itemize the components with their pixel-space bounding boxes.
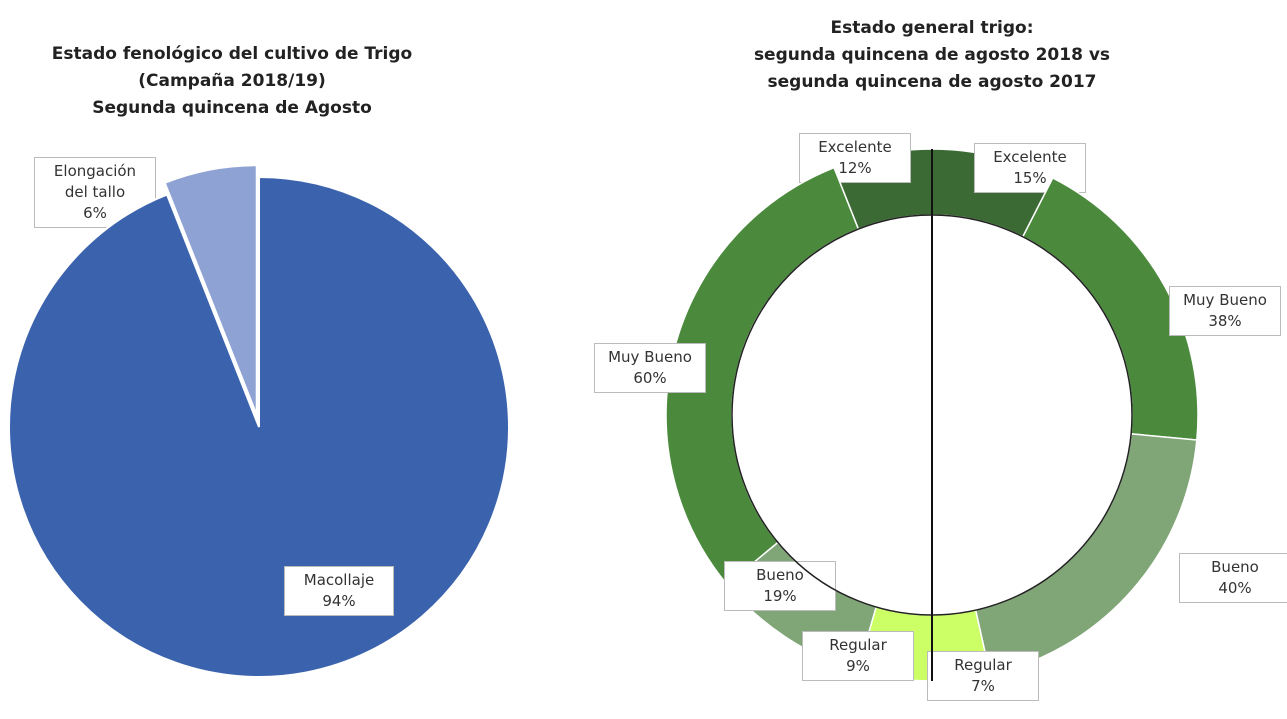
- data-label: Muy Bueno 38%: [1169, 286, 1281, 336]
- data-label: Muy Bueno 60%: [594, 343, 706, 393]
- data-label-text: 15%: [1013, 169, 1047, 187]
- data-label-text: Muy Bueno: [1183, 291, 1267, 309]
- chart-title: Estado fenológico del cultivo de Trigo: [52, 44, 412, 64]
- data-label-text: Bueno: [756, 566, 804, 584]
- data-label: Bueno 19%: [724, 561, 836, 611]
- data-label-text: Excelente: [993, 148, 1067, 166]
- data-label: Regular 7%: [927, 651, 1039, 701]
- data-label-text: Bueno: [1211, 558, 1259, 576]
- data-label-text: Excelente: [818, 138, 892, 156]
- data-label: Muy Bueno 60%: [594, 343, 706, 393]
- data-label-text: 40%: [1218, 579, 1252, 597]
- data-label: Macollaje 94%: [284, 566, 394, 616]
- data-label: Bueno 40%: [1179, 553, 1287, 603]
- data-label-text: 7%: [971, 677, 995, 695]
- chart-title: segunda quincena de agosto 2018 vs: [754, 45, 1110, 65]
- pie-slice: [8, 175, 510, 678]
- data-label-text: 9%: [846, 657, 870, 675]
- chart-title: Estado general trigo:: [830, 18, 1033, 38]
- data-label: Bueno 19%: [724, 561, 836, 611]
- data-label-text: Muy Bueno: [608, 348, 692, 366]
- data-label-text: Regular: [829, 636, 887, 654]
- data-label-text: 6%: [83, 204, 107, 222]
- data-label: Excelente 15%: [974, 143, 1086, 193]
- data-label: Excelente 12%: [799, 133, 911, 183]
- data-label-text: 19%: [763, 587, 797, 605]
- series-name: [777, 370, 897, 460]
- pie-slice: [163, 164, 258, 416]
- data-label: Regular 7%: [927, 651, 1039, 701]
- data-label-text: 38%: [1208, 312, 1242, 330]
- data-label: Excelente 12%: [799, 133, 911, 183]
- data-label-text: 94%: [322, 592, 356, 610]
- data-label: Macollaje 94%: [284, 566, 394, 616]
- data-label: Regular 9%: [802, 631, 914, 681]
- chart-title: Segunda quincena de Agosto: [92, 98, 372, 118]
- data-label-text: 60%: [633, 369, 667, 387]
- data-label: Excelente 15%: [974, 143, 1086, 193]
- data-label: Bueno 40%: [1179, 553, 1287, 603]
- series-name: [967, 370, 1087, 460]
- chart-title: (Campaña 2018/19): [138, 71, 326, 91]
- data-label-text: Regular: [954, 656, 1012, 674]
- data-label: Regular 9%: [802, 631, 914, 681]
- data-label: Muy Bueno 38%: [1169, 286, 1281, 336]
- data-label-text: Macollaje: [303, 571, 375, 589]
- chart-title: segunda quincena de agosto 2017: [768, 72, 1097, 92]
- donut-segment: [974, 433, 1198, 676]
- data-label-text: 12%: [838, 159, 872, 177]
- data-label-text: Elongación del tallo: [53, 162, 137, 201]
